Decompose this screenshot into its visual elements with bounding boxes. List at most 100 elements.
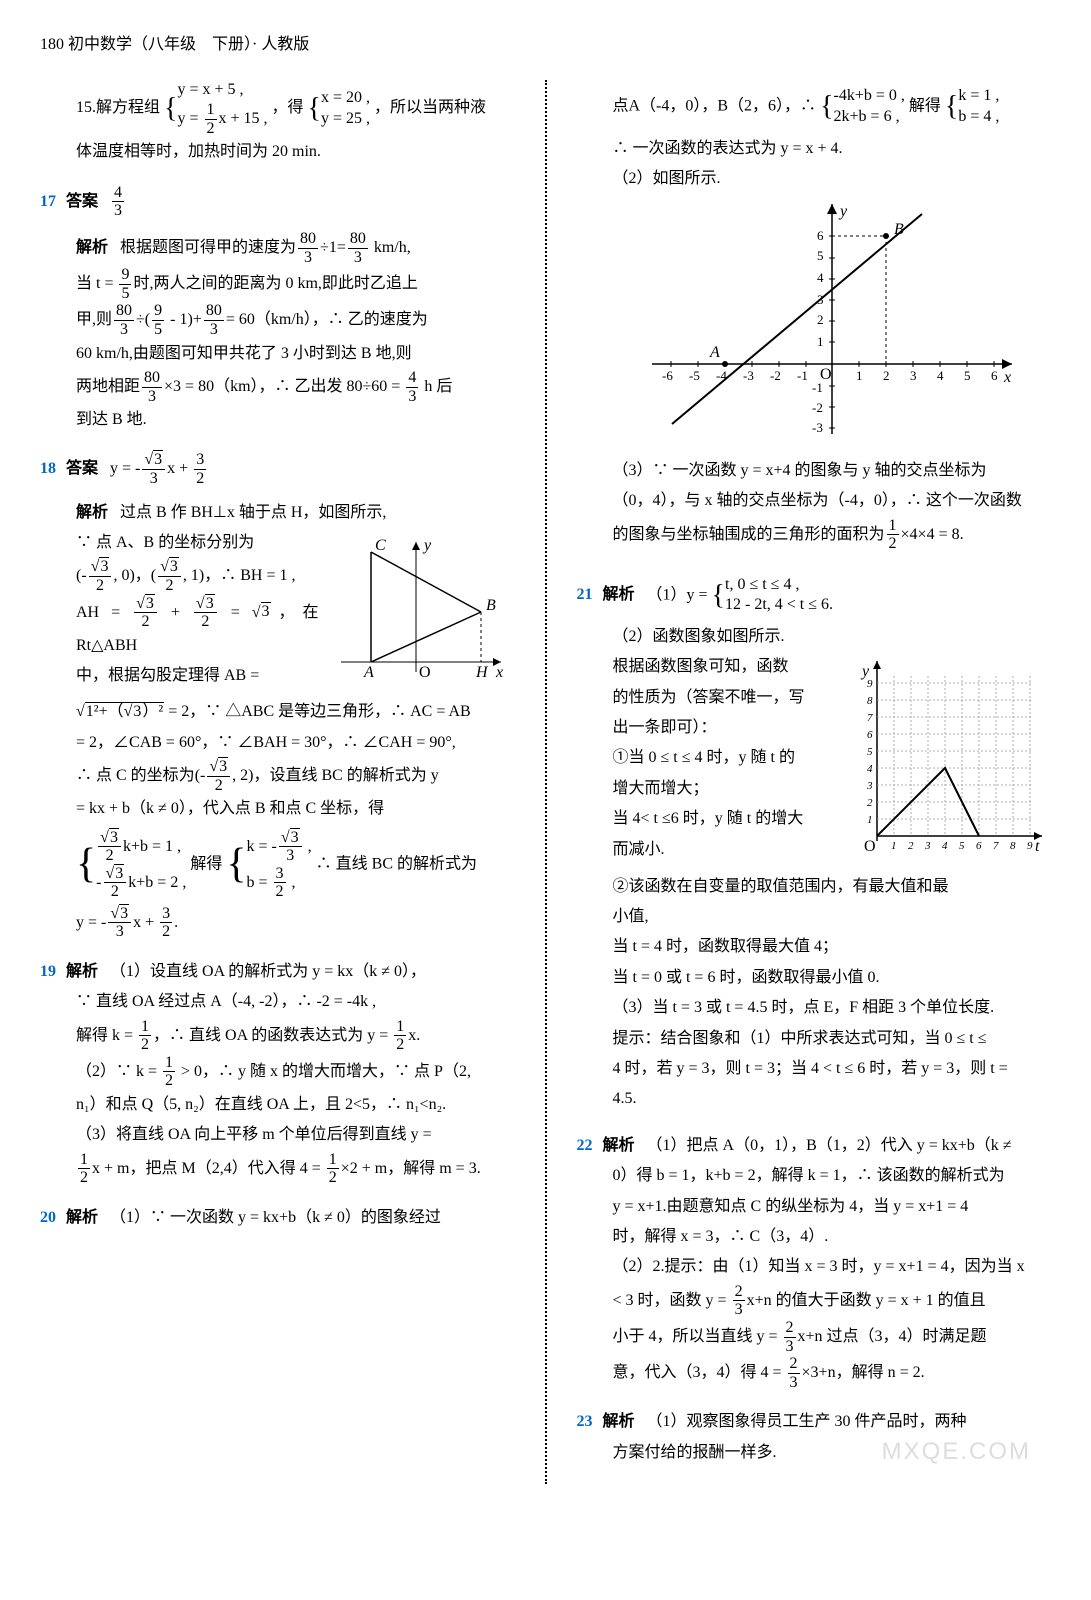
text: 解得 (190, 855, 222, 872)
text: 小值, (577, 902, 1052, 932)
q19: 19 解析 （1）设直线 OA 的解析式为 y = kx（k ≠ 0）， ∵ 直… (40, 957, 515, 1187)
point-b: B (894, 221, 904, 238)
text: < 3 时，函数 y = (613, 1292, 731, 1309)
svg-text:5: 5 (817, 248, 824, 263)
frac-den: 3 (112, 202, 124, 220)
text: + (159, 603, 192, 620)
svg-text:5: 5 (959, 840, 965, 852)
svg-text:1: 1 (817, 334, 824, 349)
answer-label: 答案 (66, 193, 98, 210)
text: 时，解得 x = 3，∴ C（3，4）. (577, 1222, 1052, 1252)
text: 的图象与坐标轴围成的三角形的面积为 (613, 525, 885, 542)
svg-text:-2: -2 (812, 400, 823, 415)
text: = kx + b（k ≠ 0），代入点 B 和点 C 坐标，得 (40, 794, 515, 824)
question-number: 18 (40, 460, 56, 477)
graph-diagram-q21: O y t 123456789 123456789 (857, 656, 1047, 867)
q15-continuation: 15.解方程组 { y = x + 5 , y = 12x + 15 , ，得 … (40, 80, 515, 167)
axis-x: x (1003, 369, 1011, 386)
text: ×3+n，解得 n = 2. (802, 1364, 925, 1381)
text: ∵ 点 A、B 的坐标分别为 (76, 528, 319, 558)
label-a: A (363, 664, 374, 681)
label-h: H (475, 664, 489, 681)
text: y = x+1.由题意知点 C 的纵坐标为 4，当 y = x+1 = 4 (577, 1192, 1052, 1222)
analysis-label: 解析 (76, 504, 108, 521)
text: = (219, 603, 252, 620)
text: 的性质为（答案不唯一，写 (613, 683, 846, 713)
text: 过点 B 作 BH⊥x 轴于点 H，如图所示, (120, 504, 386, 521)
svg-text:8: 8 (1010, 840, 1016, 852)
page-title: 初中数学（八年级 下册）· 人教版 (68, 36, 309, 53)
text: （2）∵ k = (76, 1063, 161, 1080)
eq: 2k+b = 6 , (834, 107, 905, 128)
text: （0，4），与 x 轴的交点坐标为（-4，0），∴ 这个一次函数 (613, 486, 1052, 516)
columns-container: 15.解方程组 { y = x + 5 , y = 12x + 15 , ，得 … (40, 80, 1051, 1484)
axis-y: y (838, 203, 848, 220)
svg-text:9: 9 (1027, 840, 1033, 852)
svg-text:-6: -6 (662, 368, 673, 383)
text: ×2 + m，解得 m = 3. (341, 1160, 481, 1177)
text: 15.解方程组 (76, 100, 160, 117)
text: 解得 (909, 98, 941, 115)
question-number: 19 (40, 963, 56, 980)
question-number: 22 (577, 1137, 593, 1154)
q17: 17 答案 43 解析 根据题图可得甲的速度为803÷1=803 km/h, 当… (40, 184, 515, 436)
text: ②该函数在自变量的取值范围内，有最大值和最 (577, 872, 1052, 902)
text: ①当 0 ≤ t ≤ 4 时，y 随 t 的 (613, 743, 846, 773)
svg-text:3: 3 (817, 292, 824, 307)
svg-text:4: 4 (937, 368, 944, 383)
page-number: 180 (40, 36, 64, 53)
label-o: O (419, 664, 431, 681)
svg-text:6: 6 (976, 840, 982, 852)
text: = 2，∵ △ABC 是等边三角形，∴ AC = AB (164, 703, 471, 720)
text: 4.5. (577, 1084, 1052, 1114)
text: ÷1= (320, 239, 346, 256)
eq: y = x + 5 , (177, 80, 267, 101)
text: （3）∵ 一次函数 y = x+4 的图象与 y 轴的交点坐标为 (613, 456, 1052, 486)
text: x + (167, 460, 192, 477)
text: > 0，∴ y 随 x 的增大而增大，∵ 点 P（2, (177, 1063, 471, 1080)
label-b: B (486, 597, 496, 614)
text: 到达 B 地. (40, 405, 515, 435)
q22: 22 解析 （1）把点 A（0，1），B（1，2）代入 y = kx+b（k ≠… (577, 1131, 1052, 1392)
text: ，得 (272, 100, 304, 117)
svg-text:8: 8 (867, 695, 873, 707)
text: x + m，把点 M（2,4）代入得 4 = (92, 1160, 325, 1177)
text: 点A（-4，0），B（2，6），∴ (613, 98, 817, 115)
label-x: x (495, 664, 503, 681)
text: 当 t = 4 时，函数取得最大值 4； (577, 932, 1052, 962)
question-number: 17 (40, 193, 56, 210)
q20-continuation: 点A（-4，0），B（2，6），∴ { -4k+b = 0 , 2k+b = 6… (577, 80, 1052, 552)
text: ， (135, 567, 151, 584)
q20: 20 解析 （1）∵ 一次函数 y = kx+b（k ≠ 0）的图象经过 (40, 1203, 515, 1233)
text: y = - (110, 460, 140, 477)
text: = 2，∠CAB = 60°，∵ ∠BAH = 30°，∴ ∠CAH = 90°… (40, 728, 515, 758)
svg-text:1: 1 (867, 814, 873, 826)
svg-text:6: 6 (817, 228, 824, 243)
eq: k = 1 , (958, 86, 999, 107)
text: （2）2.提示：由（1）知当 x = 3 时，y = x+1 = 4，因为当 x (577, 1252, 1052, 1282)
text: 增大而增大； (613, 774, 846, 804)
text: h 后 (420, 378, 452, 395)
svg-text:3: 3 (910, 368, 917, 383)
svg-text:6: 6 (867, 729, 873, 741)
svg-text:4: 4 (817, 270, 824, 285)
svg-text:4: 4 (942, 840, 948, 852)
column-divider (545, 80, 547, 1484)
eq: b = 4 , (958, 107, 999, 128)
text: 60 km/h,由题图可知甲共花了 3 小时到达 B 地,则 (40, 339, 515, 369)
analysis-label: 解析 (76, 239, 108, 256)
svg-text:-5: -5 (689, 368, 700, 383)
svg-text:3: 3 (866, 780, 873, 792)
question-number: 20 (40, 1209, 56, 1226)
svg-text:-1: -1 (812, 380, 823, 395)
text: 中，根据勾股定理得 AB = (76, 661, 319, 691)
text: 出一条即可）： (613, 713, 846, 743)
eq: x = 20 , (321, 88, 370, 109)
text: 时,两人之间的距离为 0 km,即此时乙追上 (133, 275, 417, 292)
analysis-label: 解析 (603, 586, 635, 603)
text: x. (408, 1026, 420, 1043)
watermark: MXQE.COM (882, 1429, 1031, 1475)
text: ，设直线 BC 的解析式为 y (253, 767, 438, 784)
text: 解得 k = (76, 1026, 137, 1043)
text: （3）当 t = 3 或 t = 4.5 时，点 E，F 相距 3 个单位长度. (577, 993, 1052, 1023)
